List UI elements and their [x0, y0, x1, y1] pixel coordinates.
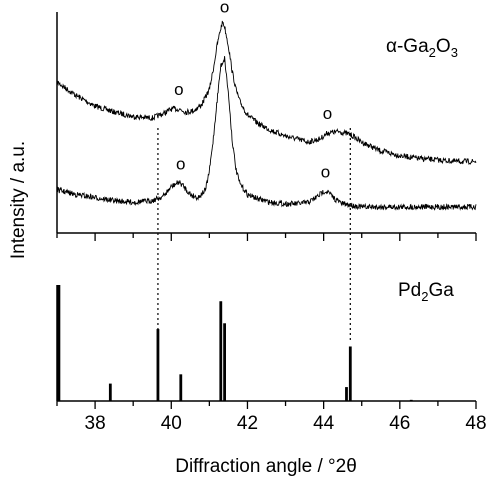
x-tick-label: 46 — [389, 413, 410, 434]
reference-lines — [157, 128, 351, 340]
bottom-panel-ticks — [56, 401, 477, 409]
reference-bar — [223, 323, 226, 401]
top-panel-series — [56, 20, 477, 211]
x-tick-label: 44 — [313, 413, 335, 434]
peak-marker: o — [176, 155, 185, 174]
x-tick-label: 42 — [237, 413, 258, 434]
bottom-panel: 38 40 42 44 46 48 Pd2Ga — [56, 280, 487, 434]
x-tick-label: 38 — [85, 413, 106, 434]
alpha-ga2o3-label: α-Ga2O3 — [386, 36, 458, 60]
reference-bar — [219, 301, 223, 401]
reference-bar — [179, 374, 183, 401]
reference-bar — [348, 346, 352, 401]
pd2ga-label: Pd2Ga — [398, 280, 454, 304]
x-tick-label: 48 — [465, 413, 486, 434]
reference-bar — [345, 387, 348, 401]
top-panel: o o o o o α-Ga2O3 — [56, 0, 477, 241]
reference-bar — [156, 329, 160, 401]
series-line-upper — [56, 20, 477, 165]
top-panel-ticks — [56, 233, 477, 241]
peak-markers: o o o o o — [174, 0, 332, 181]
reference-bar — [57, 285, 61, 401]
reference-bars — [57, 285, 413, 401]
peak-marker: o — [321, 162, 330, 181]
peak-marker: o — [220, 0, 229, 17]
series-line-lower — [56, 56, 477, 211]
x-axis-label: Diffraction angle / °2θ — [175, 456, 357, 477]
x-tick-label: 40 — [161, 413, 182, 434]
x-tick-labels: 38 40 42 44 46 48 — [85, 413, 487, 434]
reference-bar — [409, 399, 413, 401]
y-axis-label: Intensity / a.u. — [8, 141, 29, 259]
peak-marker: o — [174, 80, 183, 99]
reference-bar — [108, 383, 112, 401]
peak-marker: o — [323, 104, 332, 123]
